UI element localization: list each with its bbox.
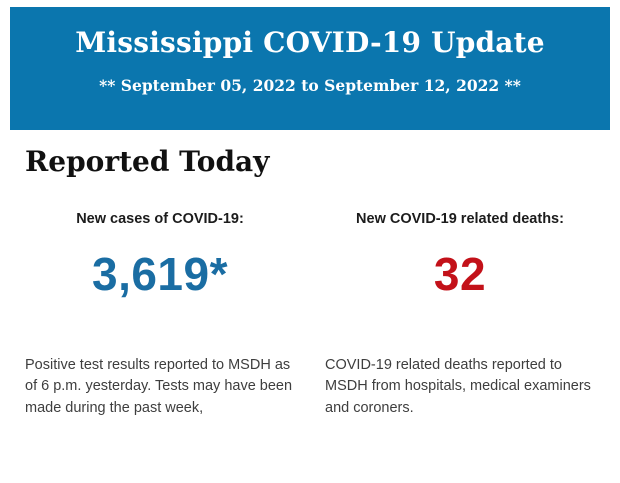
new-cases-description: Positive test results reported to MSDH a… (25, 357, 293, 416)
stat-new-cases: New cases of COVID-19: 3,619* Positive t… (25, 211, 295, 419)
date-range: ** September 05, 2022 to September 12, 2… (99, 76, 521, 95)
page-title: Mississippi COVID-19 Update (75, 26, 545, 59)
stat-new-deaths: New COVID-19 related deaths: 32 COVID-19… (325, 211, 595, 419)
new-deaths-value: 32 (433, 248, 487, 300)
content-area: Reported Today New cases of COVID-19: 3,… (0, 145, 620, 419)
new-deaths-label: New COVID-19 related deaths: (356, 211, 564, 227)
stats-row: New cases of COVID-19: 3,619* Positive t… (25, 211, 595, 419)
new-cases-value: 3,619* (91, 248, 228, 300)
new-cases-label: New cases of COVID-19: (76, 211, 244, 227)
new-deaths-description: COVID-19 related deaths reported to MSDH… (325, 357, 591, 416)
section-heading: Reported Today (25, 145, 270, 178)
header-banner: Mississippi COVID-19 Update ** September… (10, 7, 610, 130)
